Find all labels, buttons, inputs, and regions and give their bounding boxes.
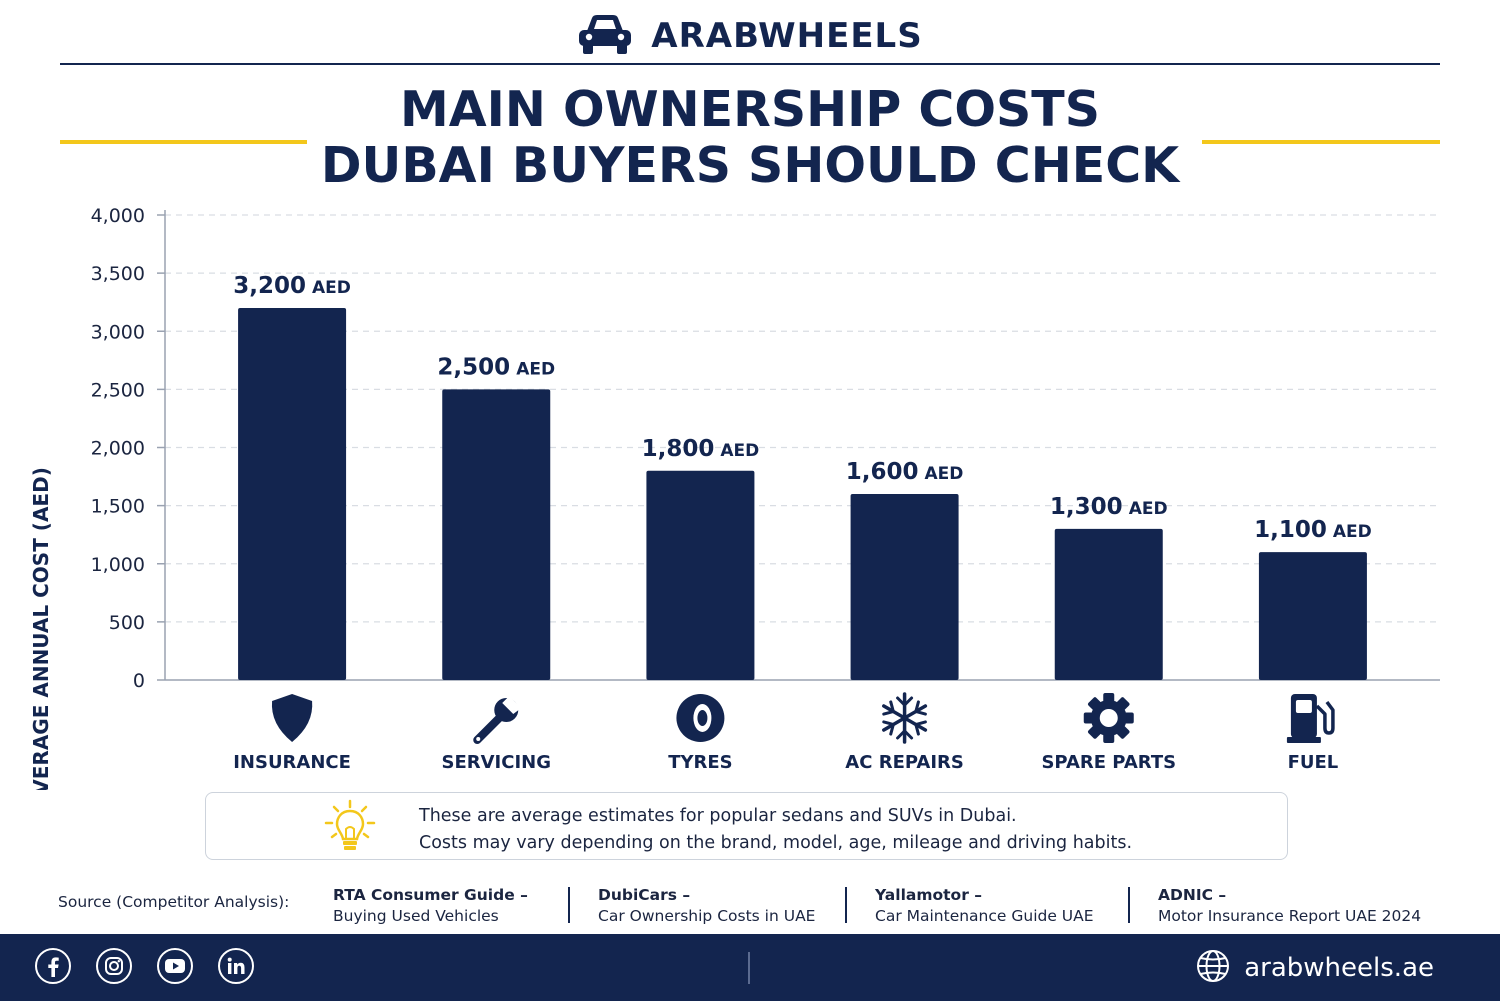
grid-lines (165, 214, 1440, 623)
globe-icon (1196, 949, 1230, 988)
category-label: SPARE PARTS (1041, 752, 1176, 773)
wrench-icon (473, 696, 522, 744)
category-label: FUEL (1288, 752, 1339, 773)
tyre-icon (676, 694, 725, 742)
bars (238, 308, 1367, 680)
category-label: TYRES (668, 752, 732, 773)
instagram-icon[interactable] (96, 948, 132, 984)
snowflake-icon (882, 692, 928, 744)
y-tick-label: 2,500 (91, 379, 145, 401)
source-subtitle: Car Ownership Costs in UAE (598, 907, 816, 925)
estimate-note: These are average estimates for popular … (205, 792, 1288, 860)
footer-bar: arabwheels.ae (0, 934, 1500, 1001)
linkedin-icon[interactable] (218, 948, 254, 984)
source-item: Yallamotor – Car Maintenance Guide UAE (875, 885, 1094, 927)
header-rule (60, 63, 1440, 65)
category-label: INSURANCE (233, 752, 351, 773)
y-tick-labels: 0 500 1,000 1,500 2,000 2,500 3,000 3,500 4,000 (91, 205, 145, 692)
shield-icon (271, 694, 313, 742)
cost-bar-chart: 05001,0001,5002,0002,5003,0003,5004,000 … (29, 205, 1440, 790)
footer-divider (748, 952, 750, 984)
value-label: 2,500 AED (437, 354, 555, 380)
source-item: DubiCars – Car Ownership Costs in UAE (598, 885, 815, 927)
website-url: arabwheels.ae (1244, 953, 1434, 983)
y-tick-label: 1,500 (91, 496, 145, 518)
source-subtitle: Car Maintenance Guide UAE (875, 907, 1094, 925)
source-divider (568, 887, 570, 923)
source-subtitle: Motor Insurance Report UAE 2024 (1158, 907, 1422, 925)
source-title: Yallamotor – (875, 886, 982, 904)
source-title: RTA Consumer Guide – (333, 886, 528, 904)
page-title: MAIN OWNERSHIP COSTS DUBAI BUYERS SHOULD… (0, 82, 1500, 194)
source-item: RTA Consumer Guide – Buying Used Vehicle… (333, 885, 528, 927)
website-link[interactable]: arabwheels.ae (1196, 949, 1434, 988)
y-tick-label: 4,000 (91, 205, 145, 227)
y-tick-label: 3,500 (91, 263, 145, 285)
bar-spare-parts (1054, 528, 1163, 680)
value-label: 3,200 AED (233, 273, 351, 299)
lightbulb-icon (322, 799, 378, 860)
source-item: ADNIC – Motor Insurance Report UAE 2024 (1158, 885, 1421, 927)
fuel-pump-icon (1286, 694, 1335, 743)
axes (157, 210, 1440, 681)
value-labels: 3,200 AED 2,500 AED 1,800 AED 1,600 AED 1,300 AED… (233, 273, 1371, 543)
youtube-icon[interactable] (157, 948, 193, 984)
y-tick-label: 0 (133, 670, 145, 692)
source-divider (845, 887, 847, 923)
facebook-icon[interactable] (35, 948, 71, 984)
gear-icon (1083, 693, 1134, 743)
source-subtitle: Buying Used Vehicles (333, 907, 499, 925)
value-label: 1,600 AED (846, 459, 964, 485)
source-title: ADNIC – (1158, 886, 1227, 904)
bar-fuel (1258, 552, 1367, 680)
value-label: 1,300 AED (1050, 494, 1168, 520)
y-tick-label: 2,000 (91, 438, 145, 460)
category-labels: INSURANCE SERVICING TYRES AC REPAIRS SPARE P… (233, 752, 1338, 773)
bar-servicing (442, 389, 551, 680)
source-divider (1128, 887, 1130, 923)
note-text: These are average estimates for popular … (419, 803, 1132, 857)
y-axis-title: AVERAGE ANNUAL COST (AED) (29, 467, 53, 790)
bar-tyres (646, 470, 755, 680)
category-label: SERVICING (442, 752, 552, 773)
source-label: Source (Competitor Analysis): (58, 893, 290, 911)
y-tick-label: 500 (109, 612, 145, 634)
brand-header: ARABWHEELS (0, 12, 1500, 60)
title-accent-right (1202, 140, 1440, 144)
title-line-1: MAIN OWNERSHIP COSTS (399, 81, 1101, 138)
note-line-1: These are average estimates for popular … (419, 806, 1017, 826)
value-label: 1,800 AED (642, 436, 760, 462)
title-accent-left (60, 140, 307, 144)
value-label: 1,100 AED (1254, 517, 1372, 543)
source-title: DubiCars – (598, 886, 691, 904)
bar-insurance (238, 308, 347, 680)
bar-ac-repairs (850, 494, 959, 680)
category-icons (271, 692, 1335, 744)
car-icon (577, 13, 633, 60)
y-tick-label: 3,000 (91, 321, 145, 343)
category-label: AC REPAIRS (845, 752, 964, 773)
y-tick-label: 1,000 (91, 554, 145, 576)
brand-name: ARABWHEELS (651, 16, 923, 56)
note-line-2: Costs may vary depending on the brand, m… (419, 833, 1133, 853)
title-line-2: DUBAI BUYERS SHOULD CHECK (320, 137, 1180, 194)
